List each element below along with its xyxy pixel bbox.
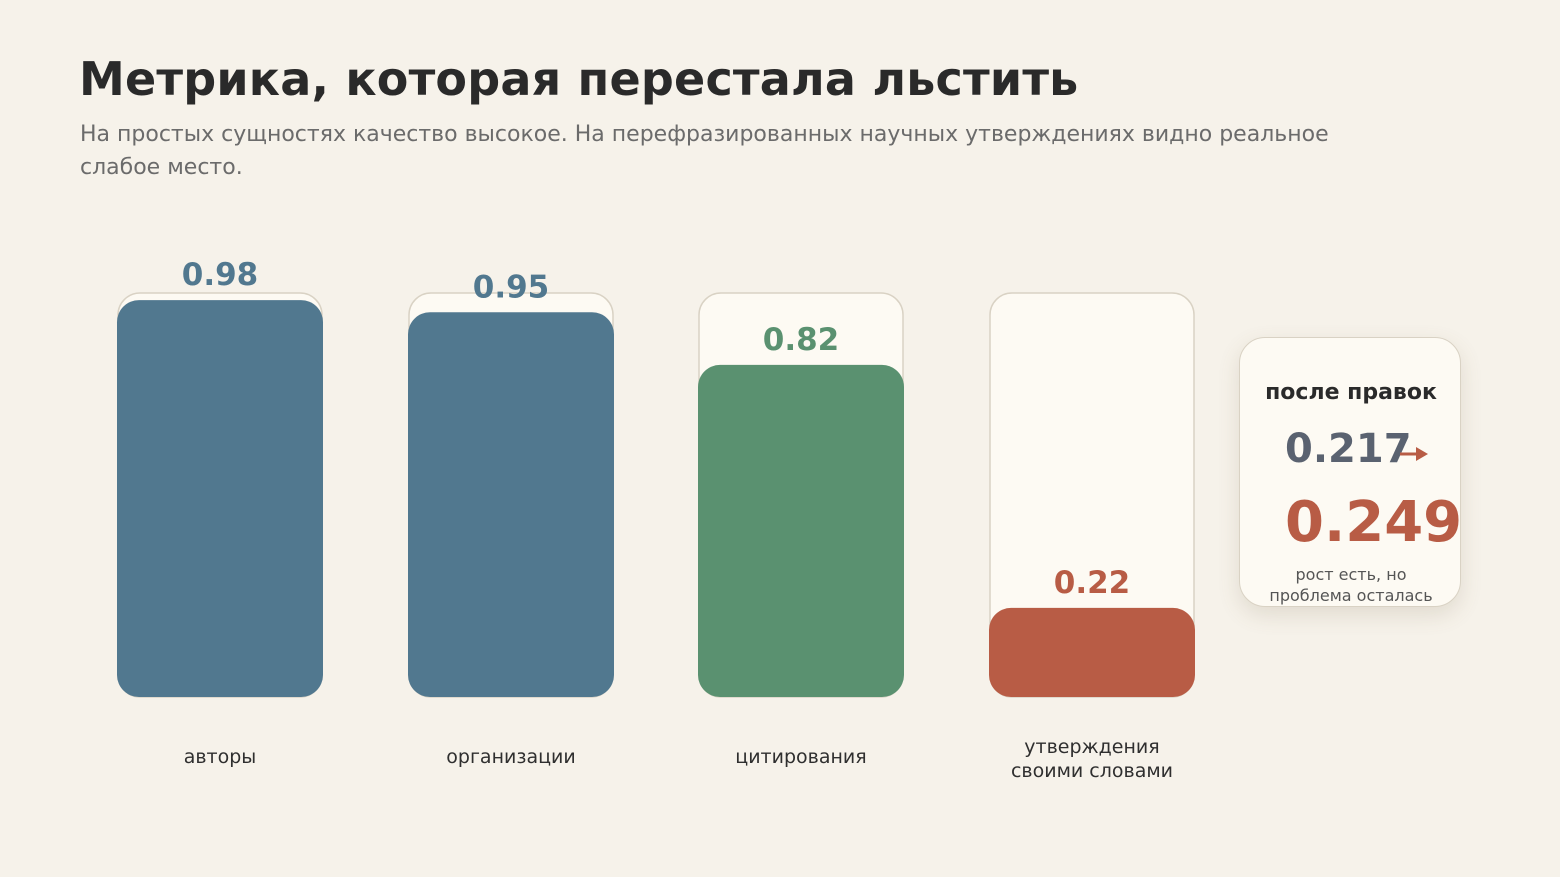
page-title: Метрика, которая перестала льстить (79, 52, 1079, 106)
category-label: авторы (184, 746, 257, 768)
callout-title: после правок (1265, 380, 1437, 405)
bar (698, 364, 904, 697)
bar (989, 607, 1195, 697)
category-label: организации (446, 746, 575, 768)
data-label: 0.95 (473, 269, 550, 305)
callout-before-value: 0.217 (1285, 426, 1412, 472)
data-label: 0.22 (1054, 565, 1131, 601)
after-edits-callout: после правок 0.217 0.249 рост есть, но п… (1239, 337, 1463, 607)
callout-note-line: рост есть, но (1295, 565, 1407, 584)
callout-note: рост есть, но проблема осталась (1240, 564, 1462, 606)
category-label: своими словами (1011, 760, 1173, 782)
bar (408, 312, 614, 697)
data-label: 0.98 (182, 257, 259, 293)
callout-after-value: 0.249 (1285, 490, 1463, 555)
arrow-right-icon (1400, 447, 1428, 461)
data-label: 0.82 (763, 322, 840, 358)
category-label: цитирования (735, 746, 866, 768)
bar (117, 300, 323, 697)
category-label: утверждения (1024, 736, 1159, 758)
page-subtitle: На простых сущностях качество высокое. Н… (80, 122, 1329, 180)
callout-note-line: проблема осталась (1269, 586, 1433, 605)
